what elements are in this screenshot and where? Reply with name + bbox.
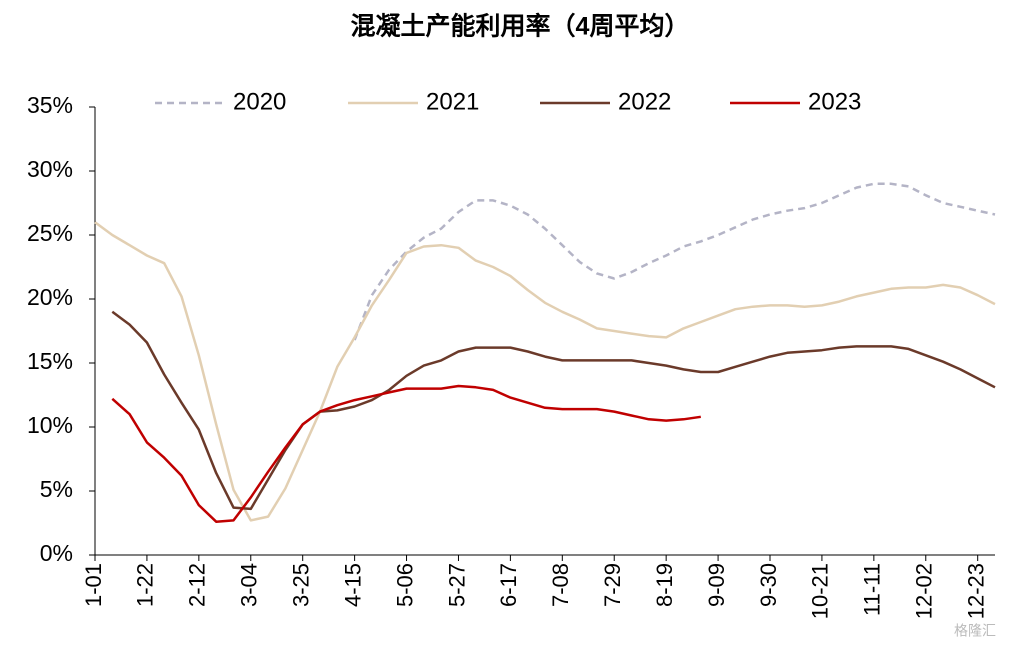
x-tick-label: 2-12 xyxy=(185,563,210,607)
x-tick-label: 3-04 xyxy=(237,563,262,607)
y-tick-label: 15% xyxy=(27,348,73,374)
x-tick-label: 12-02 xyxy=(912,563,937,619)
x-tick-label: 9-09 xyxy=(704,563,729,607)
watermark: 格隆汇 xyxy=(954,623,996,639)
line-series xyxy=(111,384,701,523)
legend-label: 2021 xyxy=(426,88,479,115)
legend-label: 2023 xyxy=(808,88,861,115)
x-tick-label: 7-29 xyxy=(600,563,625,607)
x-tick-label: 1-22 xyxy=(133,563,158,607)
y-tick-label: 30% xyxy=(27,156,73,182)
x-tick-label: 6-17 xyxy=(496,563,521,607)
x-tick-label: 1-01 xyxy=(81,563,106,607)
x-tick-label: 3-25 xyxy=(289,563,314,607)
x-tick-label: 10-21 xyxy=(808,563,833,619)
line-series xyxy=(111,310,996,511)
x-tick-label: 11-11 xyxy=(860,563,885,616)
x-tick-label: 4-15 xyxy=(340,563,365,607)
y-tick-label: 0% xyxy=(40,540,73,566)
y-tick-label: 5% xyxy=(40,476,73,502)
y-tick-label: 25% xyxy=(27,220,73,246)
legend-label: 2020 xyxy=(233,88,286,115)
x-tick-label: 5-06 xyxy=(392,563,417,607)
legend-label: 2022 xyxy=(618,88,671,115)
line-series xyxy=(94,221,996,522)
x-tick-label: 12-23 xyxy=(964,563,989,619)
y-tick-label: 10% xyxy=(27,412,73,438)
line-series xyxy=(353,182,996,341)
x-tick-label: 7-08 xyxy=(548,563,573,607)
chart-title: 混凝土产能利用率（4周平均） xyxy=(351,12,690,41)
y-tick-label: 20% xyxy=(27,284,73,310)
x-tick-label: 8-19 xyxy=(652,563,677,607)
x-tick-label: 5-27 xyxy=(444,563,469,607)
x-tick-label: 9-30 xyxy=(756,563,781,607)
y-tick-label: 35% xyxy=(27,92,73,118)
